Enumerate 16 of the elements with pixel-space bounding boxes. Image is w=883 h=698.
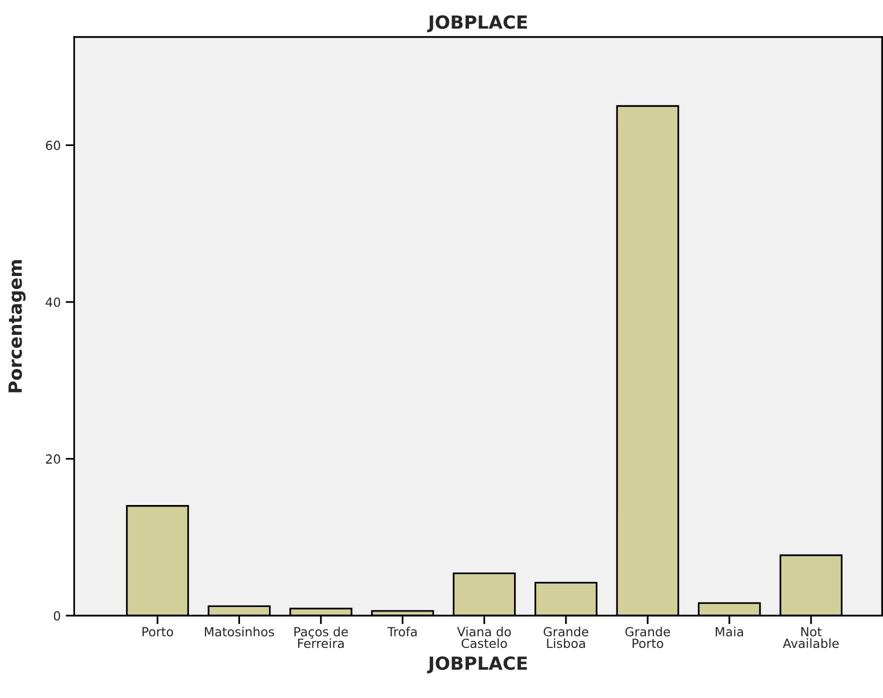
x-tick-label: Maia xyxy=(716,626,744,636)
x-tick-label: Not Available xyxy=(782,627,839,648)
x-tick-label: Matosinhos xyxy=(204,626,274,636)
x-tick-label: Paços de Ferreira xyxy=(294,626,348,648)
y-axis-title: Porcentagem xyxy=(8,260,26,392)
x-tick-label: Porto xyxy=(142,627,174,636)
x-tick-label: Viana do Castelo xyxy=(457,626,511,648)
x-axis-title: JOBPLACE xyxy=(427,656,527,674)
y-tick-label: 20 xyxy=(46,454,60,464)
y-tick-label: 0 xyxy=(54,611,60,621)
y-tick-label: 40 xyxy=(46,297,60,307)
chart-title: JOBPLACE xyxy=(427,15,527,32)
x-tick-label: Trofa xyxy=(387,626,417,636)
x-tick-label: Grande Porto xyxy=(625,626,670,648)
y-tick-label: 60 xyxy=(46,140,60,150)
x-tick-label: Grande Lisboa xyxy=(544,626,588,648)
